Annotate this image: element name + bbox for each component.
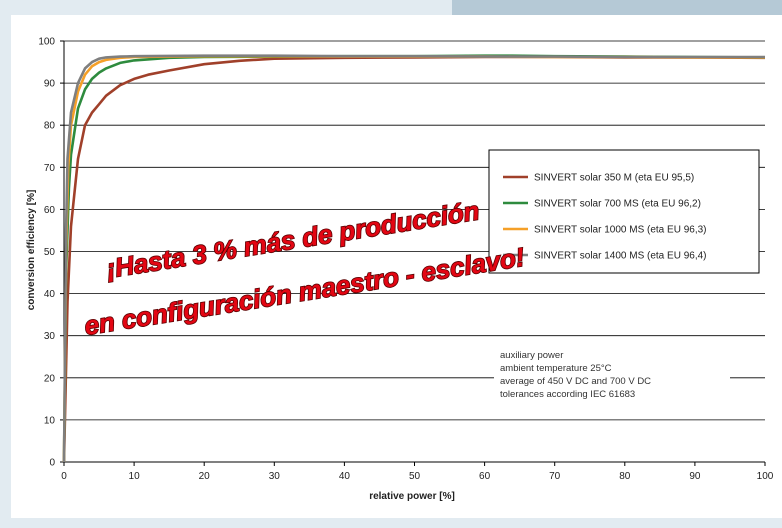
y-tick-label-0: 0 (49, 458, 55, 469)
y-tick-label-70: 70 (44, 163, 56, 174)
y-tick-label-60: 60 (44, 205, 56, 216)
y-axis-label: conversion efficiency [%] (26, 190, 37, 311)
y-tick-labels: 0 10 20 30 40 50 60 70 80 90 100 (38, 37, 55, 469)
x-tick-label-30: 30 (269, 471, 281, 482)
x-tick-label-60: 60 (479, 471, 491, 482)
y-tick-label-10: 10 (44, 415, 56, 426)
annotation-line-1: auxiliary power (500, 350, 563, 361)
x-axis-label: relative power [%] (369, 491, 455, 502)
x-tick-label-40: 40 (339, 471, 351, 482)
x-tick-label-50: 50 (409, 471, 421, 482)
x-tick-label-90: 90 (689, 471, 701, 482)
legend-label-2: SINVERT solar 700 MS (eta EU 96,2) (534, 199, 701, 210)
x-tick-label-70: 70 (549, 471, 561, 482)
y-tick-label-90: 90 (44, 79, 56, 90)
x-tick-label-0: 0 (61, 471, 67, 482)
y-tick-label-30: 30 (44, 331, 56, 342)
x-tick-label-100: 100 (757, 471, 774, 482)
y-tick-label-80: 80 (44, 121, 56, 132)
x-tick-label-80: 80 (619, 471, 631, 482)
annotation-line-4: tolerances according IEC 61683 (500, 389, 635, 400)
legend-box (488, 149, 760, 274)
annotation-line-3: average of 450 V DC and 700 V DC (500, 376, 651, 387)
legend-label-3: SINVERT solar 1000 MS (eta EU 96,3) (534, 225, 707, 236)
corner-tab (452, 0, 782, 15)
x-tick-labels: 0 10 20 30 40 50 60 70 80 90 100 (61, 471, 774, 482)
legend: SINVERT solar 350 M (eta EU 95,5) SINVERT… (488, 149, 760, 274)
legend-label-1: SINVERT solar 350 M (eta EU 95,5) (534, 173, 694, 184)
legend-label-4: SINVERT solar 1400 MS (eta EU 96,4) (534, 251, 707, 262)
annotation-bg (494, 344, 730, 410)
y-tick-label-20: 20 (44, 373, 56, 384)
y-tick-label-40: 40 (44, 289, 56, 300)
series-line-4 (62, 54, 765, 463)
annotation-block: auxiliary power ambient temperature 25°C… (494, 344, 730, 410)
x-tick-label-10: 10 (129, 471, 141, 482)
series-lines (62, 54, 766, 463)
promo-overlay: ¡Hasta 3 % más de producción en configur… (81, 195, 527, 342)
y-tick-label-50: 50 (44, 247, 56, 258)
annotation-line-2: ambient temperature 25°C (500, 363, 612, 374)
y-tick-label-100: 100 (38, 37, 55, 48)
x-tick-label-20: 20 (199, 471, 211, 482)
